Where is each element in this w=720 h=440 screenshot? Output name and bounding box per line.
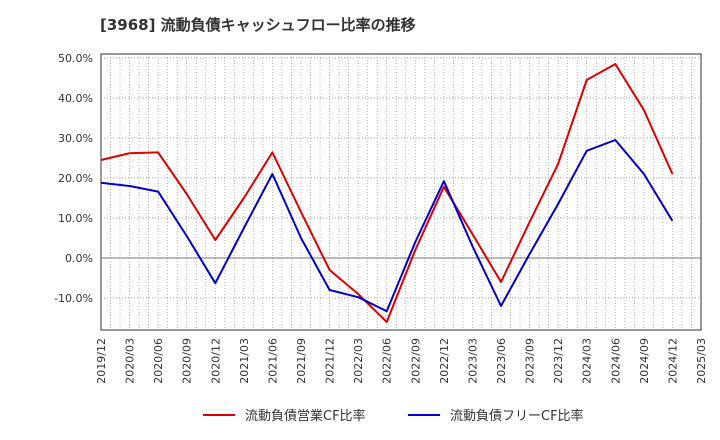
y-tick-label: 40.0% [58, 92, 93, 105]
x-axis-ticks: 2019/12 2020/03 2020/06 2020/09 2020/12 2021/… [95, 338, 708, 384]
series-line-2 [100, 139, 674, 313]
legend-label: 流動負債フリーCF比率 [450, 408, 584, 424]
x-tick-label: 2024/12 [666, 338, 679, 384]
x-tick-label: 2021/06 [266, 338, 279, 384]
x-tick-label: 2024/09 [638, 338, 651, 384]
x-tick-label: 2022/06 [381, 338, 394, 384]
legend: 流動負債営業CF比率 流動負債フリーCF比率 [203, 408, 584, 424]
y-axis-ticks: -10.0% 0.0% 10.0% 20.0% 30.0% 40.0% 50.0% [54, 52, 93, 305]
x-tick-label: 2021/12 [324, 338, 337, 384]
series-line-1 [100, 63, 674, 323]
chart-title: [3968] 流動負債キャッシュフロー比率の推移 [100, 16, 416, 34]
x-tick-label: 2022/09 [409, 338, 422, 384]
y-tick-label: 30.0% [58, 132, 93, 145]
x-tick-label: 2023/12 [552, 338, 565, 384]
x-tick-label: 2024/06 [609, 338, 622, 384]
x-tick-label: 2020/09 [181, 338, 194, 384]
x-tick-label: 2021/09 [295, 338, 308, 384]
legend-label: 流動負債営業CF比率 [245, 408, 366, 424]
x-tick-label: 2023/09 [524, 338, 537, 384]
x-tick-label: 2024/03 [581, 338, 594, 384]
x-tick-label: 2022/03 [352, 338, 365, 384]
x-tick-label: 2020/03 [124, 338, 137, 384]
x-tick-label: 2022/12 [438, 338, 451, 384]
x-tick-label: 2025/03 [695, 338, 708, 384]
x-tick-label: 2021/03 [238, 338, 251, 384]
y-tick-label: 20.0% [58, 172, 93, 185]
x-tick-label: 2020/06 [152, 338, 165, 384]
x-tick-label: 2019/12 [95, 338, 108, 384]
y-tick-label: 50.0% [58, 52, 93, 65]
y-tick-label: 10.0% [58, 212, 93, 225]
series-lines [100, 63, 674, 323]
x-tick-label: 2023/06 [495, 338, 508, 384]
x-tick-label: 2023/03 [466, 338, 479, 384]
x-tick-label: 2020/12 [209, 338, 222, 384]
y-tick-label: 0.0% [65, 252, 93, 265]
y-tick-label: -10.0% [54, 292, 93, 305]
